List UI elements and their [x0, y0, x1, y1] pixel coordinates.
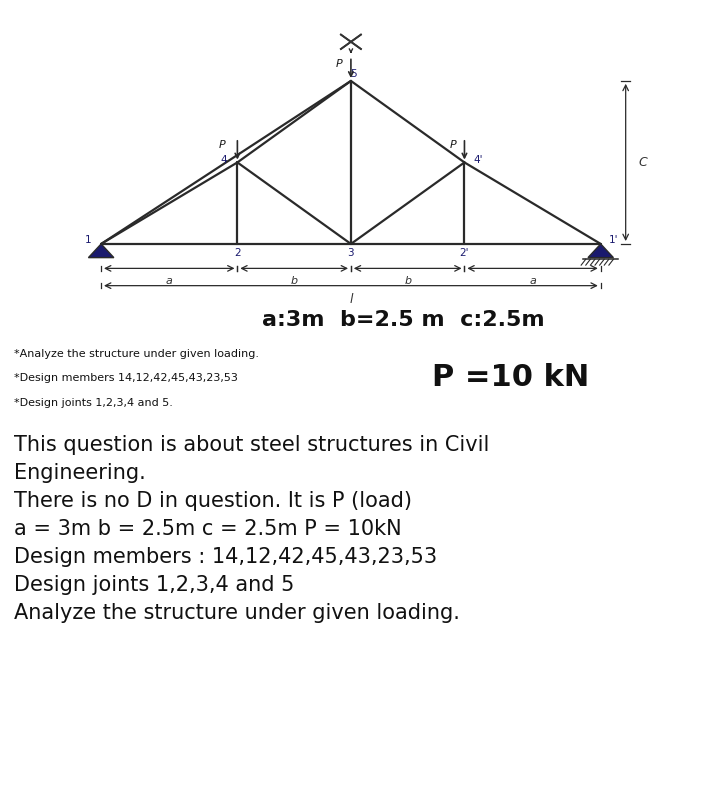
Text: P: P: [450, 141, 456, 150]
Text: 2: 2: [234, 248, 240, 258]
Text: 2': 2': [459, 248, 469, 258]
Polygon shape: [588, 244, 613, 258]
Text: P: P: [219, 141, 226, 150]
Text: 1: 1: [85, 235, 91, 245]
Text: b: b: [291, 276, 297, 286]
Text: *Design joints 1,2,3,4 and 5.: *Design joints 1,2,3,4 and 5.: [14, 398, 174, 408]
Text: 1': 1': [608, 235, 618, 245]
Text: l: l: [349, 293, 353, 306]
Text: a: a: [529, 276, 536, 286]
Polygon shape: [89, 244, 114, 258]
Text: 3: 3: [348, 248, 354, 258]
Text: P: P: [336, 59, 343, 69]
Text: 4': 4': [473, 155, 483, 165]
Text: This question is about steel structures in Civil
Engineering.
There is no D in q: This question is about steel structures …: [14, 435, 490, 623]
Text: 4: 4: [220, 155, 227, 165]
Text: b: b: [404, 276, 411, 286]
Text: *Design members 14,12,42,45,43,23,53: *Design members 14,12,42,45,43,23,53: [14, 373, 238, 384]
Text: *Analyze the structure under given loading.: *Analyze the structure under given loadi…: [14, 348, 259, 358]
Text: a: a: [166, 276, 173, 286]
Text: C: C: [639, 156, 647, 169]
Text: P =10 kN: P =10 kN: [432, 362, 589, 391]
Text: 5: 5: [350, 68, 356, 79]
Text: a:3m  b=2.5 m  c:2.5m: a:3m b=2.5 m c:2.5m: [262, 310, 544, 330]
